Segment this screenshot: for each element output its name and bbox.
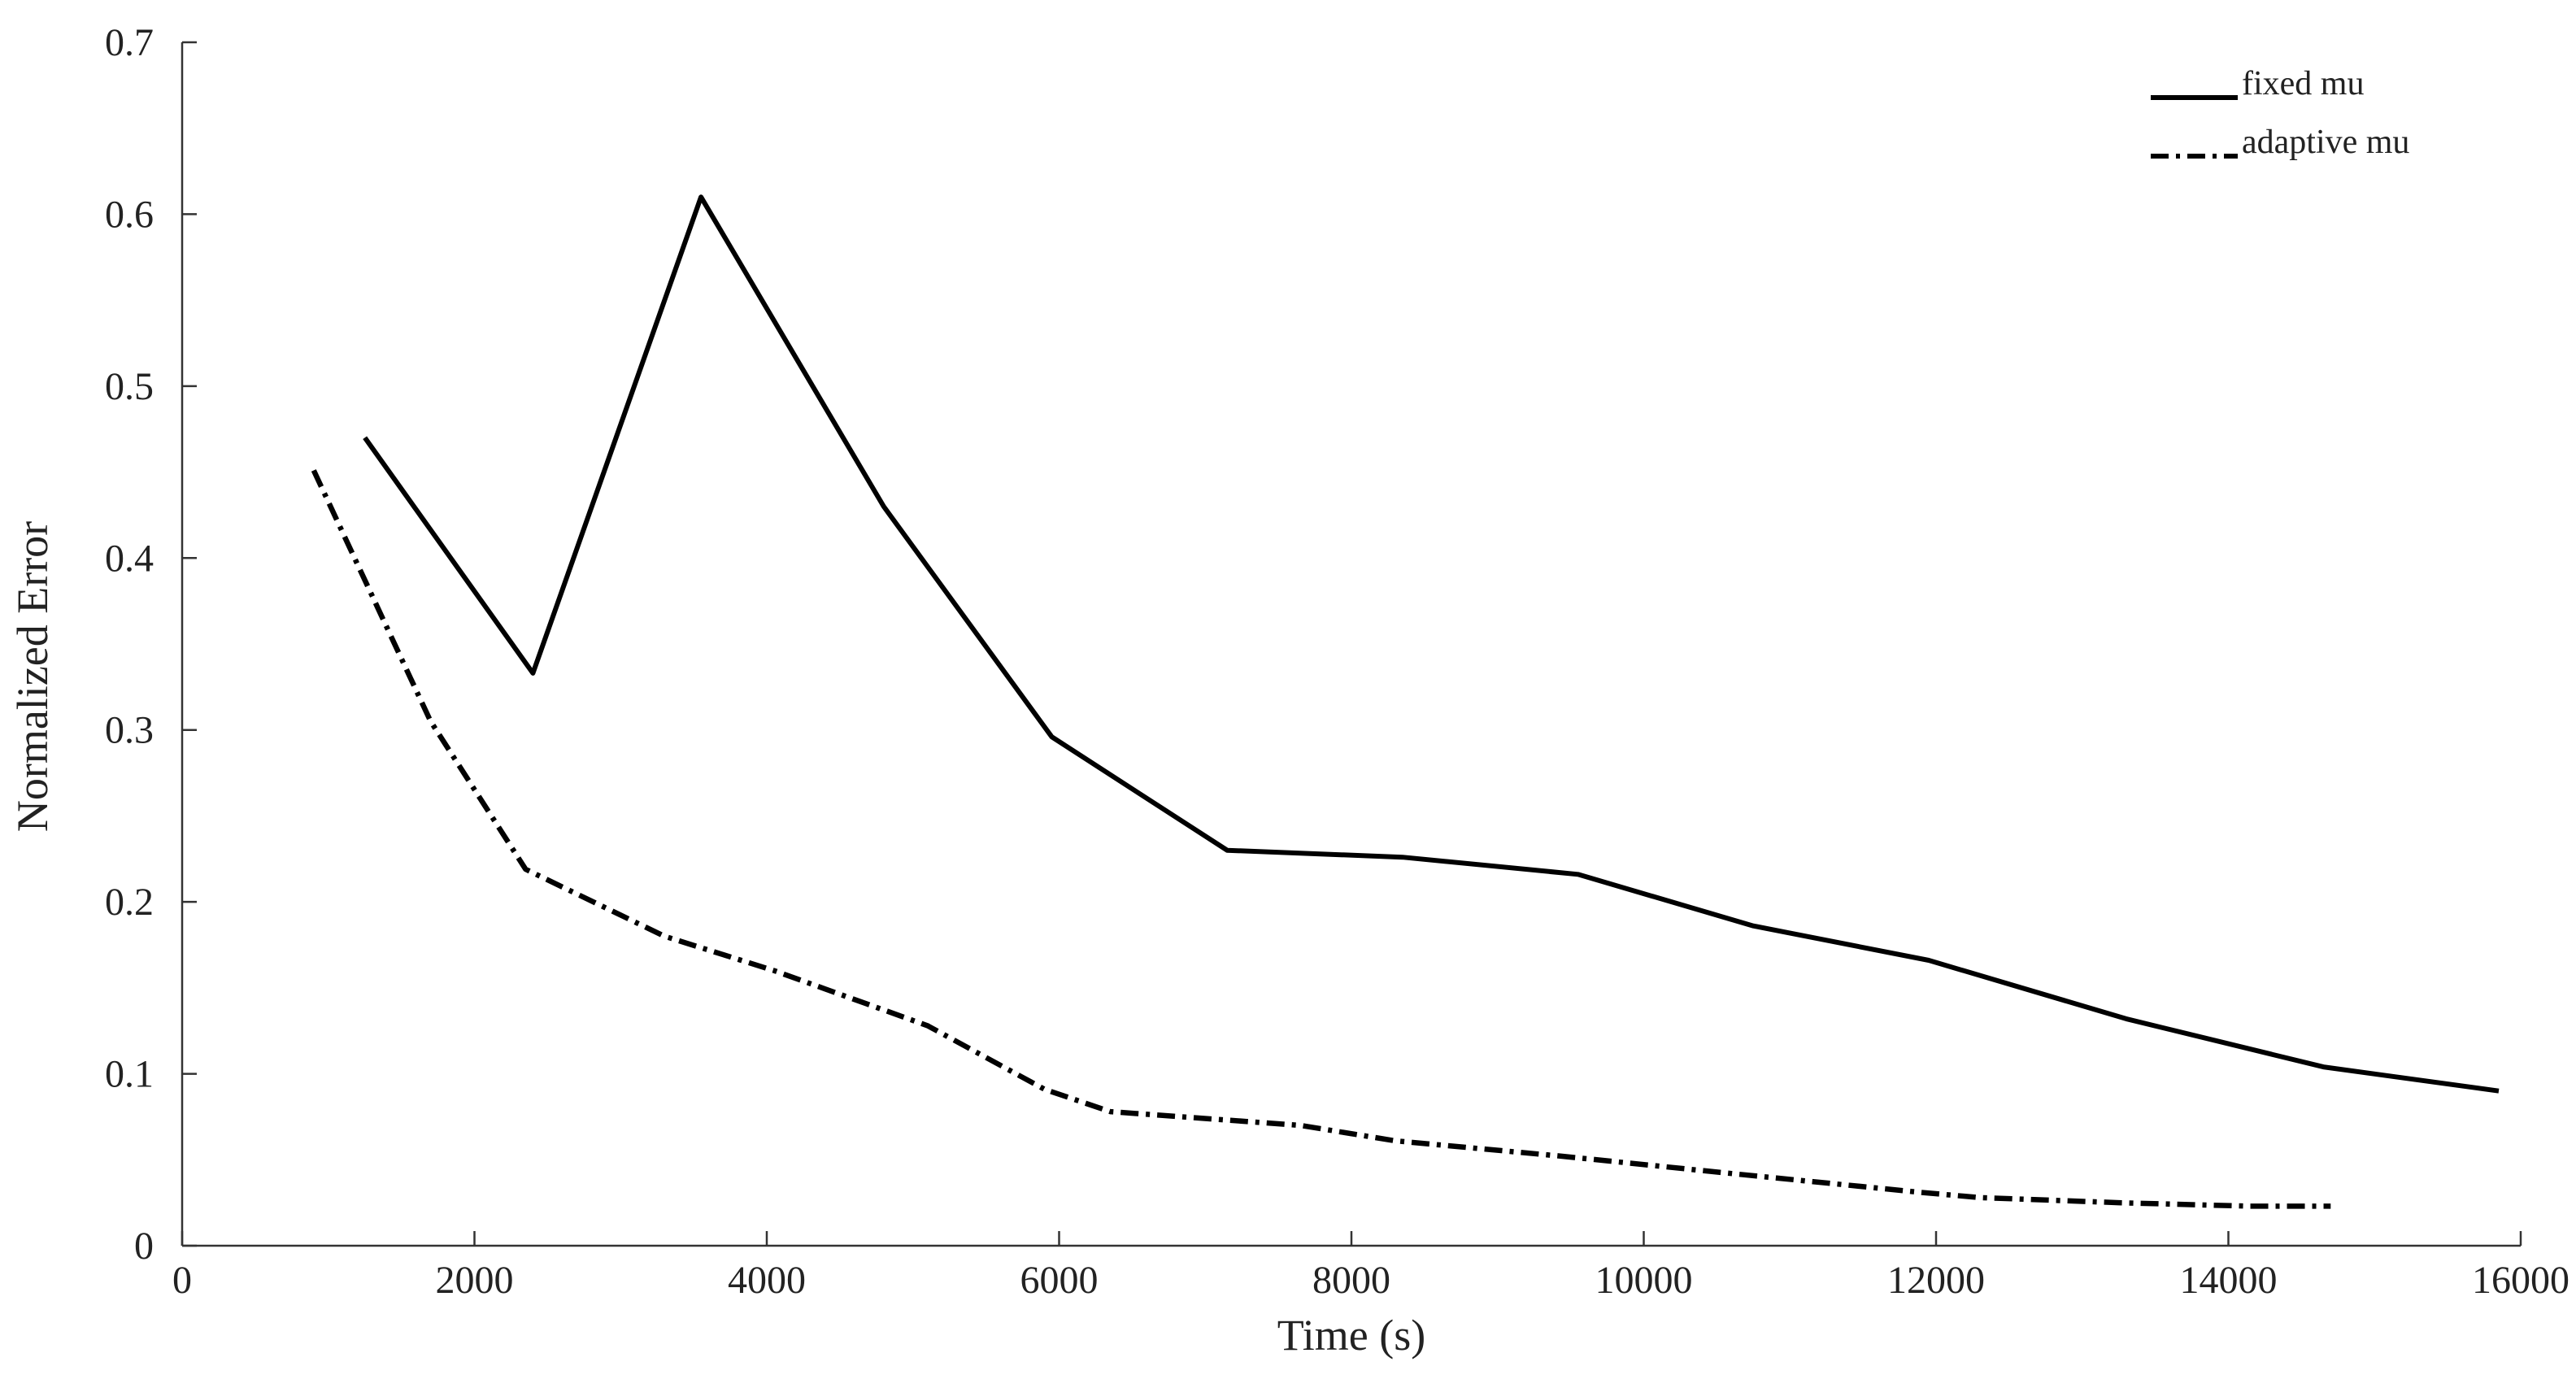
x-axis-title: Time (s) [1277,1311,1426,1360]
x-tick-label: 6000 [1020,1259,1099,1302]
y-tick-label: 0.2 [105,881,154,924]
axes [181,42,2521,1247]
series-line [311,469,2331,1209]
x-tick-label: 2000 [436,1259,514,1302]
series-line [363,194,2500,1094]
y-tick-label: 0.5 [105,365,154,408]
series-layer [311,194,2500,1209]
y-axis-ticks: 0 0.1 0.2 0.3 0.4 0.5 0.6 0.7 [105,21,197,1268]
legend-label: adaptive mu [2242,124,2409,161]
x-tick-label: 0 [172,1259,192,1302]
x-tick-label: 8000 [1312,1259,1390,1302]
x-tick-label: 10000 [1595,1259,1693,1302]
series-fixed-mu [363,194,2500,1094]
y-tick-label: 0 [134,1225,154,1268]
legend-label: fixed mu [2242,65,2364,102]
x-tick-label: 16000 [2472,1259,2569,1302]
y-tick-label: 0.7 [105,21,154,64]
y-axis-title: Normalized Error [8,521,57,832]
y-tick-label: 0.6 [105,193,154,236]
x-axis-ticks: 0 2000 4000 6000 8000 10000 12000 14000 16000 [172,1231,2569,1302]
x-tick-label: 12000 [1887,1259,1985,1302]
x-tick-label: 14000 [2180,1259,2278,1302]
x-tick-label: 4000 [728,1259,806,1302]
series-adaptive-mu [311,469,2331,1209]
y-tick-label: 0.4 [105,537,154,580]
y-tick-label: 0.3 [105,709,154,752]
legend: fixed mu adaptive mu [2151,65,2409,161]
y-tick-label: 0.1 [105,1053,154,1096]
